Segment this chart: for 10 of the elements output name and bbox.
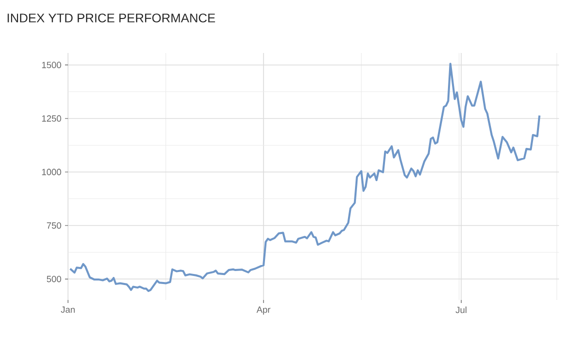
line-series [69, 62, 540, 292]
y-tick-label: 1250 [42, 115, 62, 122]
y-tick-label: 500 [46, 276, 62, 282]
y-tick-label: 1500 [42, 62, 62, 68]
x-tick-label: Jan [60, 306, 75, 313]
y-tick-label: 1000 [42, 168, 62, 176]
chart-title: INDEX YTD PRICE PERFORMANCE [8, 14, 216, 22]
y-tick-label: 750 [46, 222, 62, 229]
x-tick-label: Jul [456, 306, 466, 314]
x-tick-label: Apr [256, 306, 270, 315]
